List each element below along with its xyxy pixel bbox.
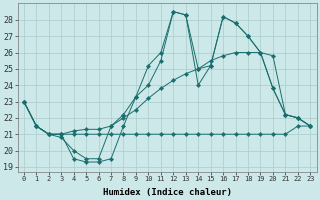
X-axis label: Humidex (Indice chaleur): Humidex (Indice chaleur) [103, 188, 232, 197]
